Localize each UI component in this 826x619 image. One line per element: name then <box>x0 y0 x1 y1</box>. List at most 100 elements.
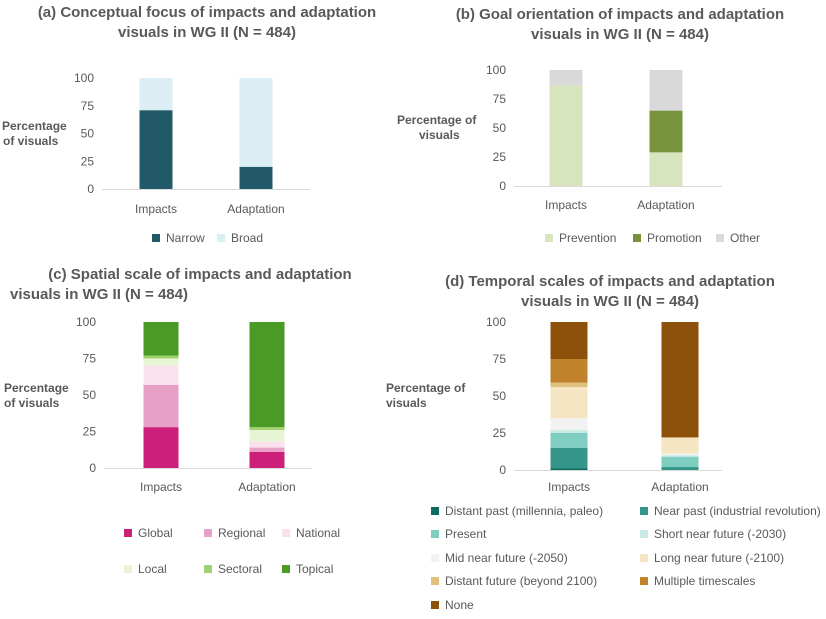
legend-label: Mid near future (-2050) <box>445 551 568 565</box>
legend-label: Prevention <box>559 231 617 245</box>
chart-c-bar-adaptation-sectoral <box>249 427 285 431</box>
legend-swatch <box>431 601 439 609</box>
legend-swatch <box>431 507 439 515</box>
legend-b-item: Other <box>716 231 760 245</box>
panel-c-ylabel-line1: Percentage <box>4 381 69 395</box>
chart-c-ytick: 75 <box>83 352 97 366</box>
legend-swatch <box>431 530 439 538</box>
chart-c-bar-impacts-national <box>143 365 179 385</box>
legend-swatch <box>124 565 132 573</box>
chart-d-category-label: Impacts <box>548 480 590 494</box>
legend-d-item: Distant future (beyond 2100) <box>431 574 597 588</box>
chart-c-bar-adaptation-local <box>249 430 285 442</box>
chart-a-bar-impacts-narrow <box>139 110 173 189</box>
chart-c-bar-impacts-global <box>143 427 179 468</box>
legend-swatch <box>282 529 290 537</box>
chart-b-bar-impacts-prevention <box>549 85 583 186</box>
legend-swatch <box>640 577 648 585</box>
legend-swatch <box>152 234 160 242</box>
legend-swatch <box>282 565 290 573</box>
legend-swatch <box>716 234 724 242</box>
chart-a-category-label: Adaptation <box>227 202 284 216</box>
chart-b-category-label: Adaptation <box>637 198 694 212</box>
legend-c-item: Topical <box>282 562 333 576</box>
chart-d-bar-adaptation-long-near-future-2100 <box>661 437 699 454</box>
chart-c-category-label: Adaptation <box>238 480 295 494</box>
legend-b-item: Promotion <box>633 231 702 245</box>
chart-c-bar-adaptation-topical <box>249 322 285 428</box>
chart-d-bar-impacts-present <box>550 433 588 448</box>
legend-label: Distant future (beyond 2100) <box>445 574 598 588</box>
panel-d-title: (d) Temporal scales of impacts and adapt… <box>420 272 800 312</box>
legend-swatch <box>124 529 132 537</box>
chart-b-bar-adaptation-other <box>649 70 683 111</box>
legend-label: Topical <box>296 562 334 576</box>
chart-d-bar-impacts-short-near-future-2030 <box>550 430 588 433</box>
chart-d-bar-impacts-multiple-timescales <box>550 359 588 383</box>
legend-label: Sectoral <box>218 562 263 576</box>
legend-swatch <box>431 577 439 585</box>
legend-label: None <box>445 598 474 612</box>
panel-b-title-line1: (b) Goal orientation of impacts and adap… <box>455 6 785 23</box>
legend-swatch <box>640 554 648 562</box>
legend-swatch <box>640 530 648 538</box>
chart-c-ytick: 100 <box>76 315 96 329</box>
panel-a-ylabel-line1: Percentage <box>2 119 67 133</box>
legend-swatch <box>633 234 641 242</box>
chart-d-bar-adaptation-short-near-future-2030 <box>661 455 699 457</box>
chart-b-bar-adaptation-prevention <box>649 152 683 186</box>
chart-c: 0 25 50 75 100 Impacts Adaptation <box>76 315 312 494</box>
panel-b-ylabel-line1: Percentage of <box>397 113 477 127</box>
legend-a-item: Broad <box>217 231 263 245</box>
chart-b-ytick: 25 <box>493 150 507 164</box>
legend-a-item: Narrow <box>152 231 205 245</box>
chart-c-ytick: 50 <box>83 388 97 402</box>
chart-d-bar-impacts-distant-past-millennia-paleo <box>550 468 588 470</box>
legend-label: Long near future (-2100) <box>654 551 785 565</box>
panel-a-title: (a) Conceptual focus of impacts and adap… <box>0 3 414 43</box>
legend-label: Distant past (millennia, paleo) <box>445 504 604 518</box>
legend-d-item: Short near future (-2030) <box>640 527 786 541</box>
chart-d-bar-adaptation-present <box>661 456 699 468</box>
panel-a-title-line2: visuals in WG II (N = 484) <box>118 24 296 41</box>
legend-swatch <box>204 565 212 573</box>
chart-a-ytick: 100 <box>74 71 94 85</box>
chart-d-bar-impacts-long-near-future-2100 <box>550 387 588 419</box>
chart-d: 0 25 50 75 100 Impacts Adaptation <box>486 315 722 494</box>
chart-a-bar-impacts-broad <box>139 78 173 111</box>
chart-a-category-label: Impacts <box>135 202 177 216</box>
chart-d-bar-adaptation-mid-near-future-2050 <box>661 453 699 456</box>
legend-label: Promotion <box>647 231 702 245</box>
chart-d-bar-impacts-distant-future-beyond-2100 <box>550 382 588 388</box>
legend-d-item: Present <box>431 527 486 541</box>
chart-d-ytick: 25 <box>493 426 507 440</box>
legend-label: Short near future (-2030) <box>654 527 787 541</box>
chart-d-bar-impacts-mid-near-future-2050 <box>550 418 588 431</box>
legend-swatch <box>545 234 553 242</box>
legend-c-item: Global <box>124 526 173 540</box>
chart-d-category-label: Adaptation <box>651 480 708 494</box>
chart-b-ytick: 75 <box>493 92 507 106</box>
panel-c-ylabel-line2: of visuals <box>4 396 60 410</box>
panel-c-title-line2: visuals in WG II (N = 484) <box>10 286 188 303</box>
chart-a-ytick: 25 <box>81 154 95 168</box>
legend-d-item: Mid near future (-2050) <box>431 551 568 565</box>
legend-d-item: Multiple timescales <box>640 574 755 588</box>
legend-c-item: Sectoral <box>204 562 262 576</box>
panel-d-ylabel-line1: Percentage of <box>386 381 466 395</box>
panel-b-ylabel-line2: visuals <box>419 128 460 142</box>
chart-a-ytick: 50 <box>81 127 95 141</box>
legend-label: Broad <box>231 231 264 245</box>
legend-swatch <box>640 507 648 515</box>
chart-b-ytick: 0 <box>499 179 506 193</box>
chart-d-ytick: 100 <box>486 315 506 329</box>
legend-c-item: Regional <box>204 526 265 540</box>
chart-a-bar-adaptation-broad <box>239 78 273 167</box>
chart-b-ytick: 50 <box>493 121 507 135</box>
legend-b-item: Prevention <box>545 231 616 245</box>
chart-c-bar-adaptation-global <box>249 451 285 468</box>
chart-c-bar-adaptation-regional <box>249 447 285 452</box>
panel-d-title-line2: visuals in WG II (N = 484) <box>521 293 699 310</box>
panel-b-title-line2: visuals in WG II (N = 484) <box>531 26 709 43</box>
chart-b-ytick: 100 <box>486 63 506 77</box>
